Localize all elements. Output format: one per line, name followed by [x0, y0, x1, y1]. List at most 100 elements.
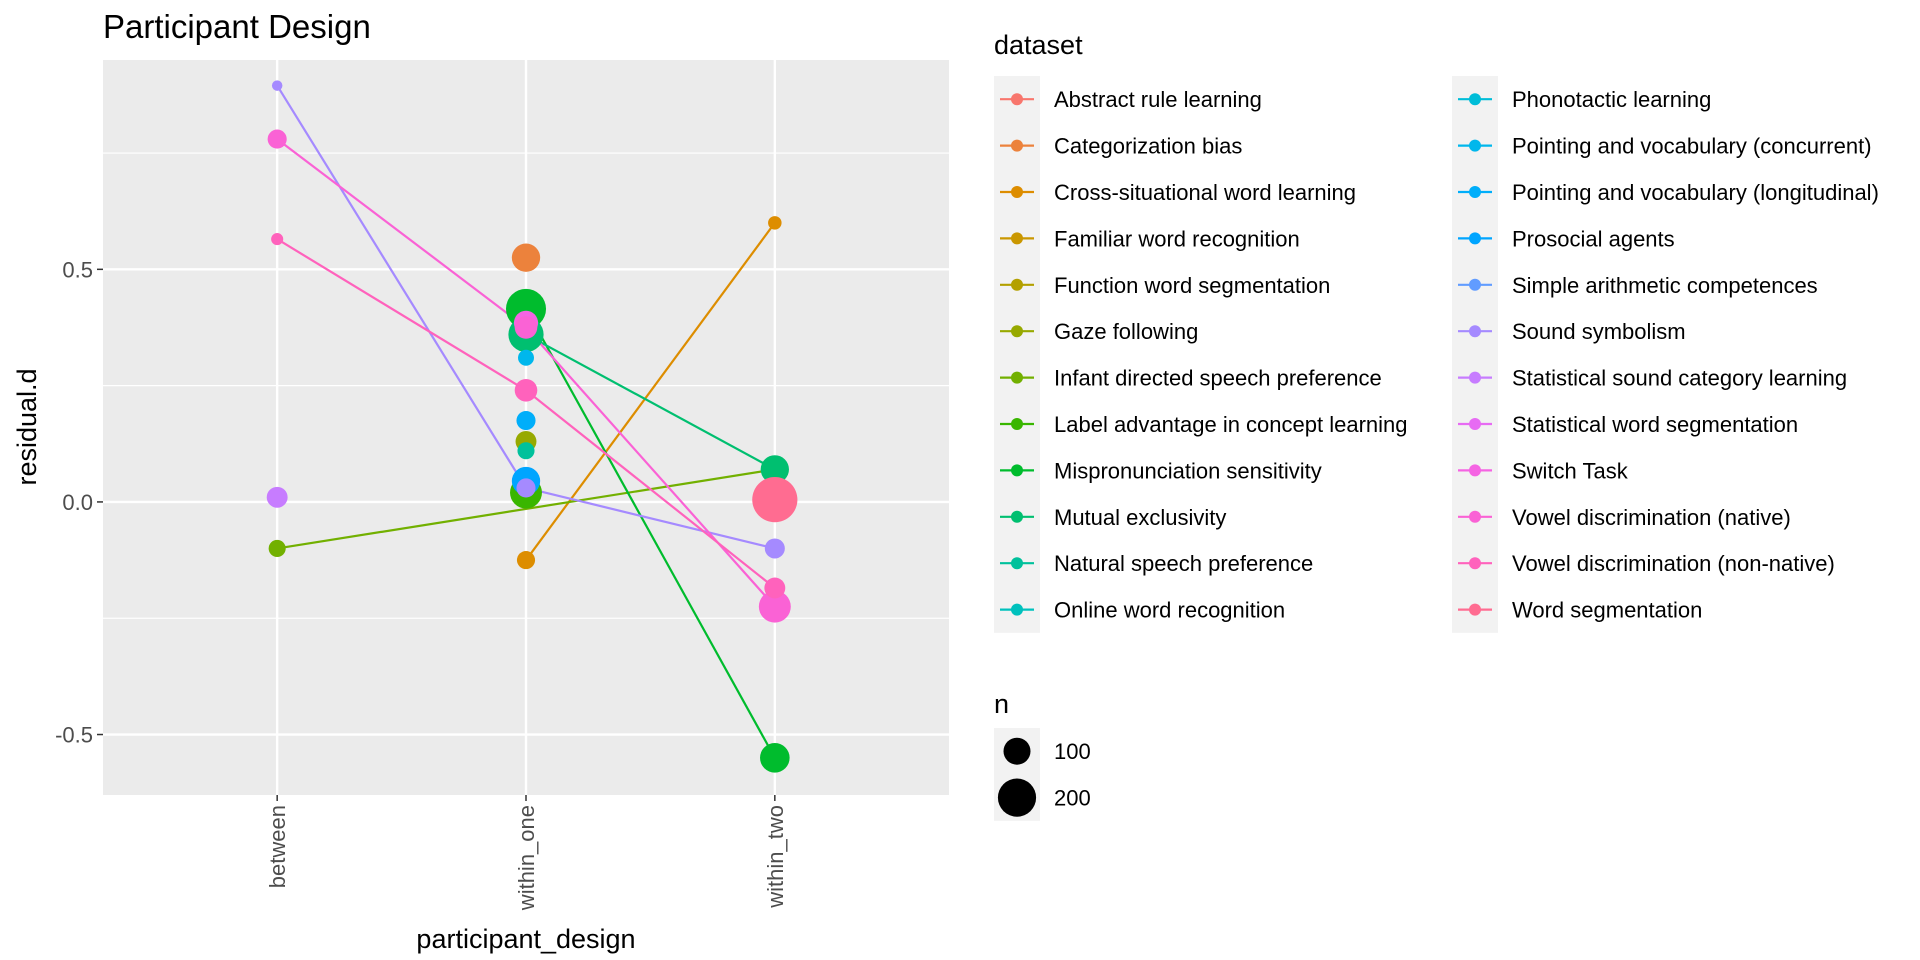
data-point-vowel-discrimination-native: [267, 129, 287, 149]
legend-label: Label advantage in concept learning: [1054, 412, 1408, 437]
y-axis: -0.5 0.0 0.5: [55, 257, 103, 748]
data-point-vowel-discrimination-non-native: [764, 577, 786, 599]
legend-label: Natural speech preference: [1054, 551, 1313, 576]
legend-item-mispronunciation-sensitivity: Mispronunciation sensitivity: [1000, 458, 1322, 483]
legend-item-pointing-and-vocabulary-longitudinal: Pointing and vocabulary (longitudinal): [1458, 180, 1879, 205]
legend-key-point: [1469, 464, 1481, 477]
data-point-natural-speech-preference: [517, 442, 535, 460]
legend-label: Pointing and vocabulary (longitudinal): [1512, 180, 1879, 205]
legend-key-point: [1011, 418, 1023, 430]
legend-key-point: [1469, 510, 1481, 523]
legend-label: Cross-situational word learning: [1054, 180, 1356, 205]
legend-label: Statistical sound category learning: [1512, 366, 1847, 391]
legend-label: Categorization bias: [1054, 134, 1242, 159]
legend-key-point: [1011, 557, 1023, 570]
size-legend-entries: 100 200: [994, 728, 1091, 821]
legend-item-infant-directed-speech-preference: Infant directed speech preference: [1000, 366, 1382, 391]
legend-key-point: [1011, 232, 1023, 245]
legend-label: Familiar word recognition: [1054, 226, 1300, 251]
legend-label: Function word segmentation: [1054, 273, 1330, 298]
legend-key-point: [1011, 139, 1023, 152]
legend-key-point: [1011, 325, 1023, 338]
series-line-mispronunciation-sensitivity: [525, 308, 776, 759]
data-point-pointing-and-vocabulary-longitudinal: [516, 410, 536, 431]
data-point-sound-symbolism: [516, 478, 536, 498]
legend-key-point: [1011, 464, 1023, 477]
x-tick-label: within_two: [763, 805, 788, 909]
legend-label: Gaze following: [1054, 319, 1198, 344]
size-legend-item-100: 100: [1003, 737, 1091, 765]
legend-label: Simple arithmetic competences: [1512, 273, 1818, 298]
data-point-cross-situational-word-learning: [768, 216, 782, 230]
legend-label: Online word recognition: [1054, 598, 1285, 623]
legend-item-sound-symbolism: Sound symbolism: [1458, 319, 1686, 344]
series-line-infant-directed-speech-preference: [277, 468, 775, 550]
legend-key-point: [1469, 186, 1481, 198]
legend-key-point: [1469, 232, 1481, 245]
legend-key-point: [1469, 325, 1481, 338]
legend-label: Abstract rule learning: [1054, 87, 1262, 112]
data-point-categorization-bias: [511, 243, 541, 272]
legend-item-natural-speech-preference: Natural speech preference: [1000, 551, 1313, 576]
legend-item-online-word-recognition: Online word recognition: [1000, 598, 1285, 623]
x-tick-label: between: [265, 805, 290, 888]
legend-item-statistical-sound-category-learning: Statistical sound category learning: [1458, 366, 1847, 391]
legend-item-switch-task: Switch Task: [1458, 458, 1629, 483]
y-tick-label: -0.5: [55, 723, 93, 748]
legend-label: Switch Task: [1512, 458, 1629, 483]
data-point-mispronunciation-sensitivity: [760, 742, 790, 773]
series-points: [266, 80, 798, 773]
data-point-word-segmentation: [752, 477, 798, 523]
legend-key-point: [1011, 510, 1023, 523]
data-point-vowel-discrimination-non-native: [271, 233, 284, 246]
legend-item-simple-arithmetic-competences: Simple arithmetic competences: [1458, 273, 1818, 298]
y-axis-label: residual.d: [12, 368, 42, 485]
legend-item-cross-situational-word-learning: Cross-situational word learning: [1000, 180, 1356, 205]
legend-key-point: [1011, 603, 1023, 616]
series-line-mutual-exclusivity: [525, 333, 776, 471]
legend: dataset Abstract rule learning Categoriza…: [994, 30, 1879, 633]
legend-item-prosocial-agents: Prosocial agents: [1458, 226, 1675, 251]
data-point-sound-symbolism: [764, 538, 785, 559]
data-point-statistical-sound-category-learning: [266, 486, 288, 508]
size-legend-title: n: [994, 689, 1009, 719]
legend-key-background: [1452, 76, 1498, 633]
legend-key-background: [994, 76, 1040, 633]
size-legend-item-200: 200: [997, 778, 1091, 817]
legend-key-point: [1011, 371, 1023, 384]
legend-item-mutual-exclusivity: Mutual exclusivity: [1000, 505, 1226, 530]
legend-item-vowel-discrimination-non-native: Vowel discrimination (non-native): [1458, 551, 1835, 576]
legend-item-function-word-segmentation: Function word segmentation: [1000, 273, 1330, 298]
legend-item-pointing-and-vocabulary-concurrent: Pointing and vocabulary (concurrent): [1458, 134, 1872, 159]
legend-key-point: [1469, 603, 1481, 616]
data-point-vowel-discrimination-native: [514, 316, 538, 339]
legend-item-categorization-bias: Categorization bias: [1000, 134, 1242, 159]
legend-item-gaze-following: Gaze following: [1000, 319, 1198, 344]
legend-label: Statistical word segmentation: [1512, 412, 1798, 437]
x-axis: between within_one within_two: [265, 795, 788, 911]
legend-label: Pointing and vocabulary (concurrent): [1512, 134, 1872, 159]
legend-label: Mutual exclusivity: [1054, 505, 1226, 530]
legend-key-point: [1469, 418, 1481, 430]
legend-entries: Abstract rule learning Categorization bia…: [994, 76, 1879, 633]
legend-key-point: [1469, 371, 1481, 384]
series-line-cross-situational-word-learning: [525, 222, 776, 561]
legend-item-familiar-word-recognition: Familiar word recognition: [1000, 226, 1300, 251]
data-point-pointing-and-vocabulary-concurrent: [518, 349, 534, 366]
legend-item-statistical-word-segmentation: Statistical word segmentation: [1458, 412, 1798, 437]
legend-item-phonotactic-learning: Phonotactic learning: [1458, 87, 1711, 112]
legend-key-point: [1469, 557, 1481, 570]
legend-item-vowel-discrimination-native: Vowel discrimination (native): [1458, 505, 1791, 530]
legend-key-point: [1469, 139, 1481, 152]
y-tick-label: 0.5: [62, 257, 93, 282]
legend-key-point: [1011, 93, 1023, 106]
legend-label: Infant directed speech preference: [1054, 366, 1382, 391]
y-tick-label: 0.0: [62, 490, 93, 515]
data-point-sound-symbolism: [271, 80, 283, 91]
x-tick-label: within_one: [514, 805, 539, 911]
legend-label: Vowel discrimination (non-native): [1512, 551, 1835, 576]
data-point-vowel-discrimination-native: [758, 590, 791, 623]
size-legend-point: [1003, 737, 1031, 765]
legend-label: Vowel discrimination (native): [1512, 505, 1791, 530]
